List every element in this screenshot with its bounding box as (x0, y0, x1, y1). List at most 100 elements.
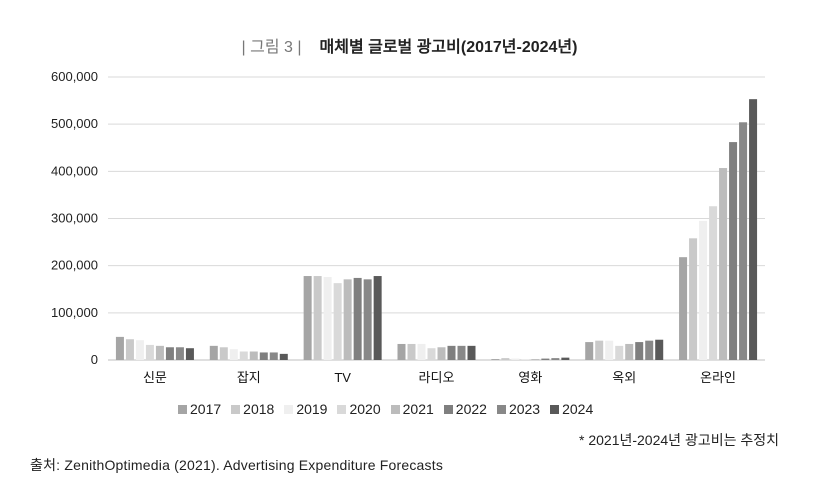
bar-2024 (561, 357, 570, 360)
bar-2022 (447, 345, 456, 360)
legend-swatch (178, 404, 187, 414)
legend-label: 2018 (243, 401, 275, 417)
bar-2023 (175, 347, 184, 360)
y-tick-label: 100,000 (51, 305, 98, 320)
bar-2022 (635, 342, 644, 360)
legend-label: 2020 (349, 401, 381, 417)
legend-swatch (284, 404, 294, 414)
bar-2018 (125, 339, 134, 360)
legend-swatch (496, 404, 506, 414)
x-tick-label: 온라인 (700, 370, 736, 385)
legend-label: 2024 (562, 401, 594, 417)
y-tick-label: 500,000 (51, 116, 98, 131)
x-tick-label: 영화 (518, 370, 542, 385)
bar-2018 (219, 347, 228, 360)
bar-2019 (135, 340, 144, 360)
bar-2024 (373, 276, 382, 360)
legend: 2017 2018 2019 2020 2021 2022 2023 2024 (178, 401, 593, 417)
bar-2021 (531, 359, 540, 360)
estimate-note: * 2021년-2024년 광고비는 추정치 (579, 432, 779, 448)
legend-item: 2024 (550, 401, 593, 417)
y-tick-label: 300,000 (51, 211, 98, 226)
bar-2022 (729, 142, 738, 360)
bar-2024 (185, 348, 194, 360)
bar-2017 (209, 345, 218, 360)
legend-label: 2022 (455, 401, 487, 417)
x-tick-label: TV (334, 370, 351, 385)
bar-2020 (145, 344, 154, 360)
y-tick-label: 600,000 (51, 69, 98, 84)
bar-2019 (323, 276, 332, 360)
figure-label: | 그림 3 | (241, 39, 302, 56)
bar-2024 (655, 339, 664, 360)
legend-label: 2023 (508, 401, 541, 417)
legend-swatch (337, 404, 347, 414)
legend-label: 2019 (296, 401, 328, 417)
bar-2024 (279, 353, 288, 360)
y-tick-label: 0 (91, 352, 98, 367)
bar-2023 (551, 358, 560, 360)
bar-2023 (269, 352, 278, 360)
bar-2021 (719, 168, 728, 360)
bar-2020 (333, 283, 342, 360)
bar-2024 (467, 345, 476, 360)
legend-swatch (231, 404, 241, 414)
bar-2021 (343, 279, 352, 360)
bar-2018 (595, 340, 604, 360)
x-tick-label: 신문 (143, 370, 167, 385)
bar-2017 (585, 342, 594, 360)
bar-2022 (259, 352, 268, 360)
bar-2023 (457, 345, 466, 360)
source-citation: 출처: ZenithOptimedia (2021). Advertising … (30, 457, 444, 473)
bar-2017 (115, 336, 124, 360)
chart-title: | 그림 3 | 매체별 글로벌 광고비(2017년-2024년) (0, 33, 819, 57)
legend-item: 2018 (231, 401, 274, 417)
bar-2020 (615, 345, 624, 360)
legend-label: 2017 (190, 401, 222, 417)
bar-2017 (397, 343, 406, 360)
bar-2019 (417, 343, 426, 360)
legend-label: 2021 (402, 401, 434, 417)
bar-2021 (249, 351, 258, 360)
legend-item: 2023 (496, 401, 541, 417)
title-text: 매체별 글로벌 광고비(2017년-2024년) (319, 39, 578, 56)
bar-2018 (407, 343, 416, 360)
bar-2018 (689, 238, 698, 360)
bar-2020 (709, 206, 718, 360)
bar-2020 (239, 351, 248, 360)
bar-2024 (749, 99, 758, 360)
bar-2023 (363, 279, 372, 360)
y-tick-label: 200,000 (51, 258, 98, 273)
bar-2022 (541, 358, 550, 360)
x-tick-label: 라디오 (419, 370, 455, 385)
bar-2021 (437, 347, 446, 360)
legend-swatch (390, 404, 400, 414)
x-tick-label: 옥외 (612, 370, 636, 385)
bar-2017 (491, 359, 500, 360)
legend-swatch (550, 404, 560, 414)
bar-2021 (155, 345, 164, 360)
x-tick-label: 잡지 (237, 370, 261, 385)
bar-2022 (353, 277, 362, 360)
legend-item: 2020 (337, 401, 381, 417)
legend-item: 2022 (443, 401, 487, 417)
bar-2023 (739, 122, 748, 360)
bar-2019 (229, 349, 238, 360)
bar-2017 (303, 276, 312, 360)
bar-2018 (313, 276, 322, 360)
legend-item: 2019 (284, 401, 327, 417)
bar-2022 (165, 347, 174, 360)
bar-2020 (427, 348, 436, 360)
bar-2023 (645, 340, 654, 360)
bar-2021 (625, 343, 634, 360)
bar-2019 (699, 220, 708, 360)
bar-2018 (501, 358, 510, 360)
bar-2017 (679, 257, 688, 360)
legend-swatch (443, 404, 453, 414)
y-tick-label: 400,000 (51, 163, 98, 178)
legend-item: 2021 (390, 401, 434, 417)
bar-2019 (511, 358, 520, 360)
legend-item: 2017 (178, 401, 221, 417)
bar-2019 (605, 340, 614, 360)
